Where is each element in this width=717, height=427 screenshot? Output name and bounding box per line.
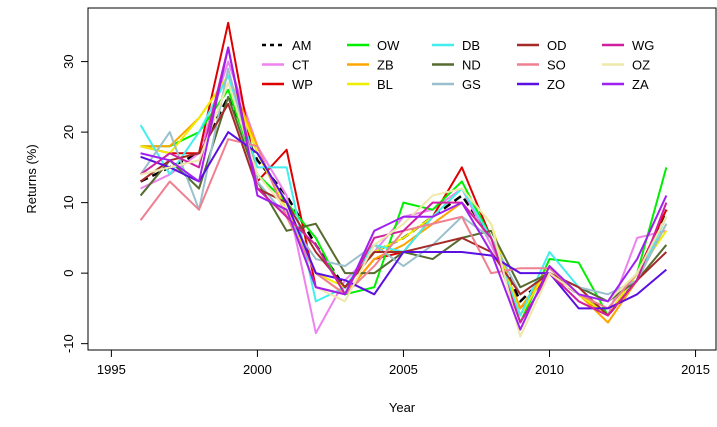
legend-label: WG [632,38,654,53]
legend-label: OD [547,38,567,53]
legend-label: BL [377,77,393,92]
y-axis-label: Returns (%) [24,144,39,213]
x-tick-label: 2015 [681,362,710,377]
legend-label: AM [292,38,312,53]
legend-label: OW [377,38,400,53]
x-tick-label: 2005 [389,362,418,377]
series-line [140,88,668,324]
legend-label: GS [462,77,481,92]
series-line [140,46,668,331]
y-tick-label: 30 [61,54,76,68]
legend-label: OZ [632,58,650,73]
y-tick-label: -10 [61,334,76,353]
x-tick-label: 1995 [97,362,126,377]
y-tick-label: 10 [61,195,76,209]
series-line [140,131,667,310]
legend-label: WP [292,77,313,92]
x-axis-label: Year [389,400,416,415]
y-tick-label: 20 [61,125,76,139]
series-line [140,21,668,317]
legend-label: DB [462,38,480,53]
legend-label: CT [292,58,309,73]
x-tick-label: 2000 [243,362,272,377]
legend-label: ZA [632,77,649,92]
legend-label: SO [547,58,566,73]
legend-label: ND [462,58,481,73]
series-line [139,95,668,303]
x-tick-label: 2010 [535,362,564,377]
y-tick-label: 0 [61,270,76,277]
series-line [139,102,668,317]
legend-label: ZB [377,58,394,73]
legend-label: ZO [547,77,565,92]
series-line [140,95,668,317]
